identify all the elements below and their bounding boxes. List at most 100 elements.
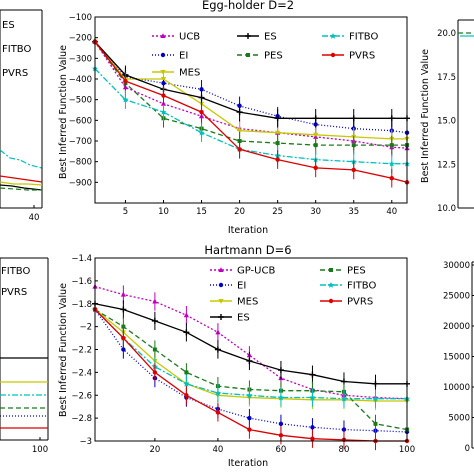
data-point-pvrs [123,78,128,84]
x-tick-label: 80 [339,445,350,455]
bottom-left-xtick: 100 [32,445,48,455]
y-tick-label: −2.8 [71,414,92,424]
bottom-right-ytick-label: 30000 [443,261,470,271]
egg-holder-title: Egg-holder D=2 [202,0,294,12]
data-point-es [277,367,284,374]
data-point-pes [184,370,189,375]
data-point-fitbo [183,380,190,387]
legend-label-es: ES [264,32,277,43]
data-point-pvrs [278,433,284,438]
y-tick-label: −700 [69,137,92,147]
legend-marker-es [218,314,224,320]
data-point-pvrs [247,427,252,432]
legend-label-gp-ucb: GP-UCB [237,266,275,277]
series-line-pvrs [94,41,408,183]
y-tick-label: −3 [79,437,92,447]
bottom-right-ytick-label: 10000 [443,383,470,393]
x-tick-label: 25 [272,207,283,217]
bottom-right-ytick-label: 0 [465,444,470,454]
data-point-fitbo [309,394,316,401]
data-point-gp-ucb [215,329,221,335]
data-point-es [151,317,158,324]
series-line-fitbo [94,68,407,165]
data-point-pes [313,143,318,148]
data-point-ei [278,421,284,427]
bottom-left-legend-fitbo: FITBO [1,266,30,277]
top-right-ylabel: Best Inferred Function Value [420,49,431,183]
x-tick-label: 15 [196,207,207,217]
y-tick-label: −2.4 [71,368,92,378]
y-tick-label: −1.8 [71,300,92,310]
top-left-legend-fitbo: FITBO [2,44,31,55]
data-point-fitbo [340,395,347,402]
legend-label-mes: MES [237,297,258,308]
data-point-es [274,115,281,122]
data-point-es [309,371,316,378]
top-right-ytick-label: 17.5 [437,73,456,83]
egg-holder-chart: Egg-holder D=2 Iteration Best Inferred F… [58,0,410,236]
x-tick-label: 40 [212,445,223,455]
top-left-line-es [0,184,43,191]
legend-label-mes: MES [179,68,200,79]
x-tick-label: 35 [348,207,359,217]
series-line-ei [94,309,408,433]
y-tick-label: −200 [69,34,92,44]
legend-label-fitbo: FITBO [347,281,376,292]
top-left-line-pvrs [0,175,43,183]
legend-label-ei: EI [179,51,188,62]
legend-label-pvrs: PVRS [349,51,375,62]
hartmann-title: Hartmann D=6 [204,243,291,257]
legend-marker-pvrs [330,52,336,58]
legend-marker-pvrs [328,298,334,304]
series-line-pvrs [94,309,407,442]
data-point-fitbo [372,395,379,402]
data-point-gp-ucb [183,312,189,318]
top-right-ytick-label: 20.0 [437,29,456,39]
data-point-es [388,115,395,122]
data-point-es [372,380,379,387]
legend-marker-pes [246,53,250,57]
data-point-es [120,306,127,313]
bottom-right-partial-chart: 0 5000 10000 15000 20000 25000 30000 [443,261,474,454]
x-tick-label: 40 [386,207,397,217]
legend-marker-es [245,33,251,39]
data-point-mes [236,128,243,134]
x-tick-label: 100 [399,445,415,455]
y-tick-label: −100 [69,13,92,23]
data-point-fitbo [198,129,205,136]
bottom-right-ytick-label: 20000 [443,322,470,332]
data-point-pvrs [161,93,166,98]
legend-marker-mes [160,70,166,75]
bottom-left-partial-chart: FITBO PVRS 100 [0,257,49,455]
bottom-right-ytick-label: 25000 [443,292,470,302]
hartmann-chart: Hartmann D=6 Iteration Best Inferred Fun… [58,243,415,469]
legend-marker-ucb [160,33,166,38]
y-tick-label: −2.6 [71,391,92,401]
legend-label-ei: EI [237,281,246,292]
egg-holder-frame [94,16,408,204]
top-left-legend-es: ES [2,20,15,31]
x-tick-label: 30 [310,207,321,217]
data-point-pes [152,347,157,352]
top-right-ytick-label: 15.0 [437,117,456,127]
legend-label-pes: PES [264,51,283,62]
data-point-mes [160,77,167,82]
legend-label-es: ES [237,313,250,324]
bottom-right-ytick-label: 5000 [448,414,470,424]
data-point-ei [310,425,315,430]
x-tick-label: 5 [123,207,128,217]
y-tick-label: −900 [69,178,92,188]
data-point-gp-ucb [152,298,158,304]
y-tick-label: −500 [69,96,92,106]
y-tick-label: −800 [69,158,92,168]
series-line-fitbo [94,309,407,400]
x-tick-label: 60 [276,445,287,455]
y-tick-label: −1.6 [71,277,92,287]
egg-holder-xlabel: Iteration [228,225,268,236]
data-point-pes [373,421,378,426]
top-left-partial-chart: ES FITBO PVRS 40 [0,9,43,223]
data-point-es [236,109,243,116]
data-point-fitbo [214,389,221,396]
data-point-pvrs [275,157,280,162]
